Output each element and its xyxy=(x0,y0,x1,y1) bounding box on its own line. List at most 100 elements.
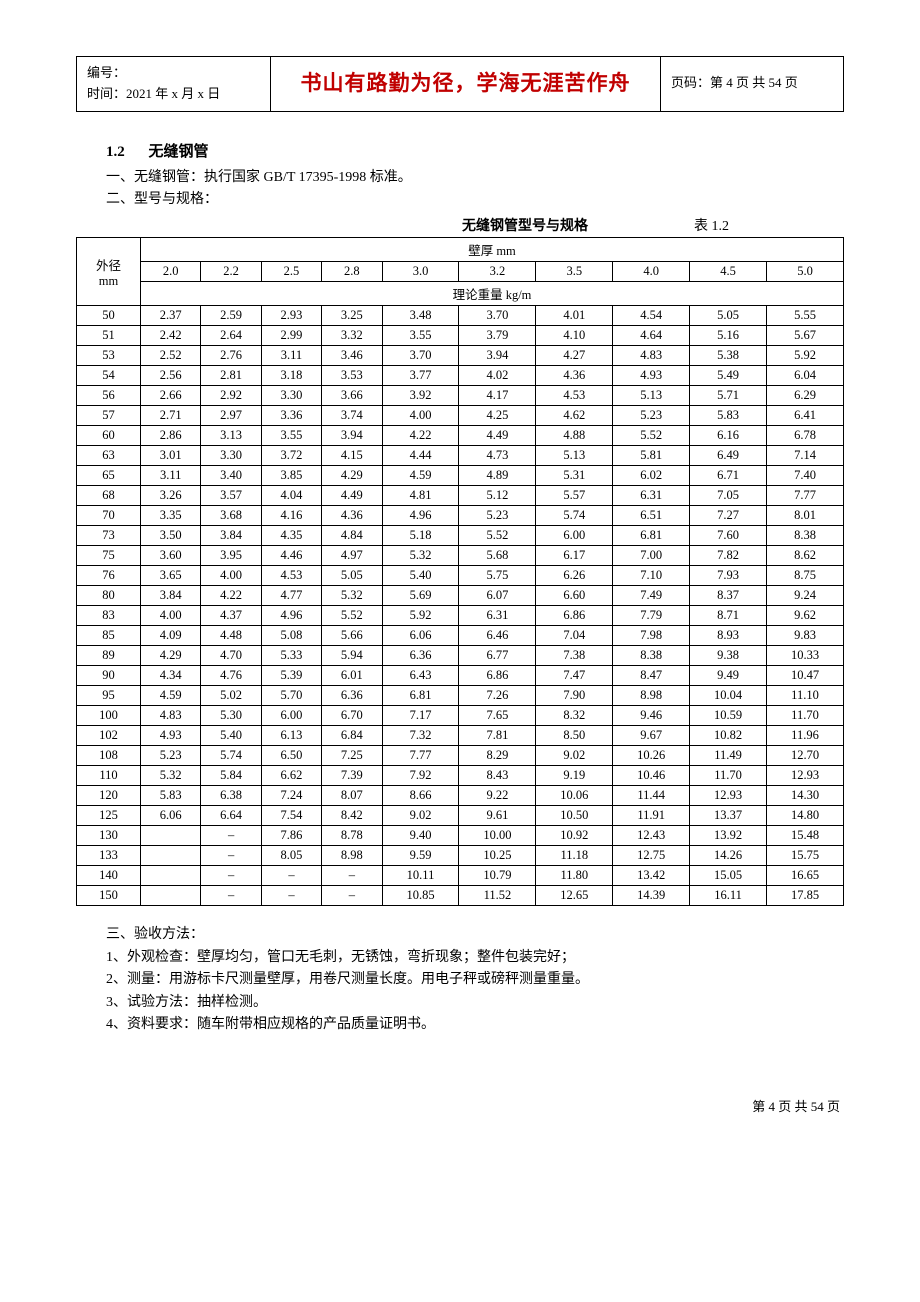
cell: 6.46 xyxy=(459,626,536,646)
cell: 10.25 xyxy=(459,846,536,866)
cell: 10.92 xyxy=(536,826,613,846)
cell: 4.89 xyxy=(459,466,536,486)
cell: 8.07 xyxy=(322,786,382,806)
cell: 7.98 xyxy=(613,626,690,646)
cell: 7.77 xyxy=(382,746,459,766)
cell: 4.59 xyxy=(141,686,201,706)
cell: 11.10 xyxy=(767,686,844,706)
table-row: 562.662.923.303.663.924.174.535.135.716.… xyxy=(77,386,844,406)
cell: 13.42 xyxy=(613,866,690,886)
cell: 3.40 xyxy=(201,466,261,486)
cell: 5.49 xyxy=(690,366,767,386)
row-diameter: 120 xyxy=(77,786,141,806)
cell: 3.57 xyxy=(201,486,261,506)
cell: 6.31 xyxy=(459,606,536,626)
table-row: 803.844.224.775.325.696.076.607.498.379.… xyxy=(77,586,844,606)
cell: 9.59 xyxy=(382,846,459,866)
cell: 3.53 xyxy=(322,366,382,386)
row-diameter: 65 xyxy=(77,466,141,486)
cell: 4.62 xyxy=(536,406,613,426)
cell: 9.46 xyxy=(613,706,690,726)
cell: 10.59 xyxy=(690,706,767,726)
cell: 8.43 xyxy=(459,766,536,786)
row-diameter: 89 xyxy=(77,646,141,666)
cell: 14.80 xyxy=(767,806,844,826)
cell: 9.83 xyxy=(767,626,844,646)
cell: 2.59 xyxy=(201,306,261,326)
col-header: 2.8 xyxy=(322,262,382,282)
cell: 10.46 xyxy=(613,766,690,786)
cell: 5.83 xyxy=(690,406,767,426)
cell: 3.74 xyxy=(322,406,382,426)
cell: 5.40 xyxy=(201,726,261,746)
cell: 5.08 xyxy=(261,626,321,646)
cell: 6.86 xyxy=(459,666,536,686)
cell: 4.96 xyxy=(261,606,321,626)
cell xyxy=(141,886,201,906)
cell: 10.04 xyxy=(690,686,767,706)
cell: 2.37 xyxy=(141,306,201,326)
cell: 10.33 xyxy=(767,646,844,666)
cell: 8.98 xyxy=(322,846,382,866)
cell: 2.76 xyxy=(201,346,261,366)
cell: 4.00 xyxy=(141,606,201,626)
cell: 5.23 xyxy=(459,506,536,526)
cell: 3.95 xyxy=(201,546,261,566)
cell: 4.25 xyxy=(459,406,536,426)
section-line-2: 二、型号与规格： xyxy=(106,189,844,211)
cell: – xyxy=(201,866,261,886)
cell: 5.32 xyxy=(141,766,201,786)
cell: 5.02 xyxy=(201,686,261,706)
cell: 3.84 xyxy=(201,526,261,546)
cell: 5.81 xyxy=(613,446,690,466)
cell: 6.50 xyxy=(261,746,321,766)
cell: 6.43 xyxy=(382,666,459,686)
cell: 4.04 xyxy=(261,486,321,506)
row-diameter: 133 xyxy=(77,846,141,866)
col-header: 3.5 xyxy=(536,262,613,282)
cell: 7.90 xyxy=(536,686,613,706)
cell: 17.85 xyxy=(767,886,844,906)
table-row: 653.113.403.854.294.594.895.316.026.717.… xyxy=(77,466,844,486)
cell: 3.25 xyxy=(322,306,382,326)
header-middle: 书山有路勤为径，学海无涯苦作舟 xyxy=(271,57,661,111)
cell: 4.93 xyxy=(613,366,690,386)
table-row: 894.294.705.335.946.366.777.388.389.3810… xyxy=(77,646,844,666)
cell: 4.81 xyxy=(382,486,459,506)
cell: 15.75 xyxy=(767,846,844,866)
cell: – xyxy=(261,886,321,906)
cell: 5.68 xyxy=(459,546,536,566)
cell: 5.33 xyxy=(261,646,321,666)
cell: 5.52 xyxy=(322,606,382,626)
cell: 6.38 xyxy=(201,786,261,806)
row-diameter: 125 xyxy=(77,806,141,826)
doc-date: 时间：2021 年 x 月 x 日 xyxy=(87,84,260,105)
row-diameter: 102 xyxy=(77,726,141,746)
cell: 4.76 xyxy=(201,666,261,686)
note-2: 2、测量：用游标卡尺测量壁厚，用卷尺测量长度。用电子秤或磅秤测量重量。 xyxy=(106,969,844,991)
cell: 10.11 xyxy=(382,866,459,886)
cell: 7.81 xyxy=(459,726,536,746)
cell: 8.78 xyxy=(322,826,382,846)
cell: 3.36 xyxy=(261,406,321,426)
cell: 3.13 xyxy=(201,426,261,446)
cell: 6.36 xyxy=(382,646,459,666)
cell: 16.65 xyxy=(767,866,844,886)
cell: 6.04 xyxy=(767,366,844,386)
cell: 5.66 xyxy=(322,626,382,646)
cell: 6.29 xyxy=(767,386,844,406)
table-body: 502.372.592.933.253.483.704.014.545.055.… xyxy=(77,306,844,906)
cell: 11.96 xyxy=(767,726,844,746)
table-row: 133–8.058.989.5910.2511.1812.7514.2615.7… xyxy=(77,846,844,866)
cell: 4.73 xyxy=(459,446,536,466)
cell: 4.49 xyxy=(322,486,382,506)
cell: 5.52 xyxy=(459,526,536,546)
cell: 11.18 xyxy=(536,846,613,866)
cell: 4.70 xyxy=(201,646,261,666)
cell: 7.93 xyxy=(690,566,767,586)
cell: 5.12 xyxy=(459,486,536,506)
col-header: 3.0 xyxy=(382,262,459,282)
cell: 5.52 xyxy=(613,426,690,446)
row-diameter: 68 xyxy=(77,486,141,506)
cell: 7.40 xyxy=(767,466,844,486)
